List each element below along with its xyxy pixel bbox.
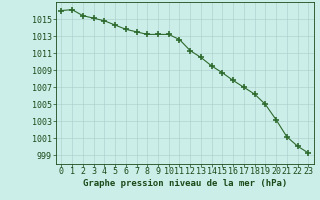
X-axis label: Graphe pression niveau de la mer (hPa): Graphe pression niveau de la mer (hPa) <box>83 179 287 188</box>
